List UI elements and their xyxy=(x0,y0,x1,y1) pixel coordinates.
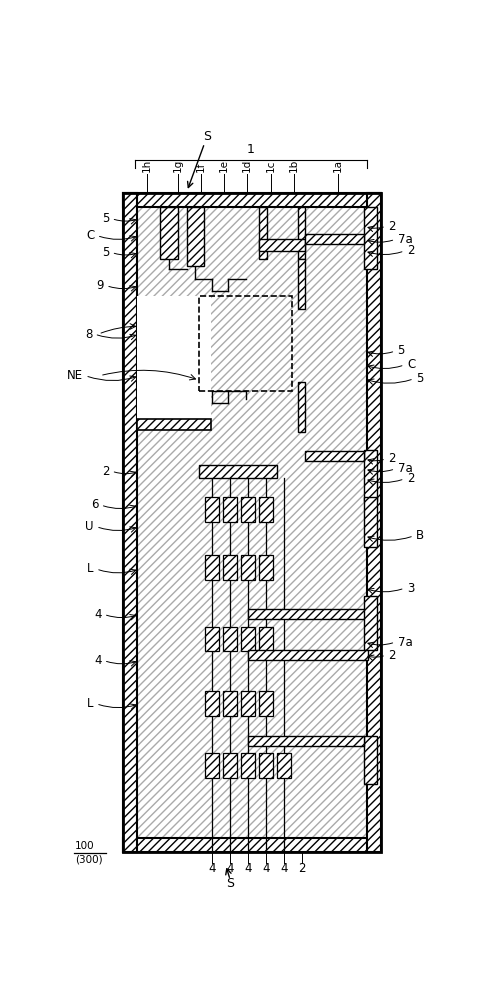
Bar xyxy=(259,207,267,259)
Text: 2: 2 xyxy=(388,649,396,662)
Bar xyxy=(241,753,255,778)
Bar xyxy=(241,627,255,651)
Text: 2: 2 xyxy=(407,472,415,485)
Text: 2: 2 xyxy=(388,220,396,233)
Text: U: U xyxy=(85,520,94,533)
Bar xyxy=(123,193,381,207)
Bar xyxy=(364,596,377,650)
Bar xyxy=(123,193,381,852)
Text: 1b: 1b xyxy=(289,159,299,172)
Bar xyxy=(248,736,364,746)
Text: 3: 3 xyxy=(407,582,414,595)
Bar xyxy=(137,419,211,430)
Bar xyxy=(205,627,220,651)
Bar xyxy=(199,465,277,478)
Text: 1: 1 xyxy=(246,143,254,156)
Bar xyxy=(123,193,137,852)
Bar xyxy=(123,838,381,852)
Bar xyxy=(199,296,292,391)
Text: NE: NE xyxy=(67,369,83,382)
Text: C: C xyxy=(86,229,95,242)
Bar xyxy=(364,450,377,501)
Text: B: B xyxy=(416,529,424,542)
Bar xyxy=(259,627,273,651)
Bar xyxy=(259,691,273,716)
Bar xyxy=(241,555,255,580)
Text: L: L xyxy=(87,562,94,575)
Bar xyxy=(259,497,273,522)
Bar xyxy=(241,497,255,522)
Bar xyxy=(248,650,368,660)
Bar xyxy=(297,382,305,432)
Bar xyxy=(364,736,377,784)
Bar xyxy=(205,691,220,716)
Bar xyxy=(297,259,305,309)
Text: 2: 2 xyxy=(388,452,396,465)
Text: 1a: 1a xyxy=(333,159,343,172)
Text: S: S xyxy=(226,877,234,890)
Text: 5: 5 xyxy=(102,212,109,225)
Text: 5: 5 xyxy=(397,344,405,358)
Bar xyxy=(364,497,377,547)
Text: 6: 6 xyxy=(91,498,98,512)
Text: 4: 4 xyxy=(245,862,252,875)
Bar xyxy=(364,207,377,269)
Text: 5: 5 xyxy=(416,372,423,385)
Text: 5: 5 xyxy=(102,246,109,259)
Bar xyxy=(305,234,364,244)
Bar xyxy=(223,627,237,651)
Text: (300): (300) xyxy=(75,854,103,864)
Text: 9: 9 xyxy=(97,279,104,292)
Bar xyxy=(205,753,220,778)
Bar xyxy=(205,497,220,522)
Text: 100: 100 xyxy=(75,841,95,851)
Text: 4: 4 xyxy=(94,654,101,667)
Text: 4: 4 xyxy=(262,862,270,875)
Bar xyxy=(259,239,305,251)
Bar xyxy=(137,207,367,838)
Bar xyxy=(367,193,381,852)
Bar xyxy=(259,555,273,580)
Text: C: C xyxy=(407,358,415,371)
Text: 1e: 1e xyxy=(219,159,229,172)
Bar xyxy=(205,555,220,580)
Text: 1g: 1g xyxy=(172,159,182,172)
Bar xyxy=(223,753,237,778)
Text: 7a: 7a xyxy=(397,462,413,475)
Text: 4: 4 xyxy=(209,862,216,875)
Text: 1c: 1c xyxy=(266,160,275,172)
Text: 1h: 1h xyxy=(142,159,151,172)
Bar xyxy=(259,753,273,778)
Text: 2: 2 xyxy=(102,465,109,478)
Text: 4: 4 xyxy=(280,862,288,875)
Bar xyxy=(223,691,237,716)
Bar xyxy=(241,691,255,716)
Text: S: S xyxy=(203,130,211,143)
Text: 8: 8 xyxy=(85,328,92,341)
Bar xyxy=(277,753,291,778)
Bar xyxy=(187,207,204,266)
Bar xyxy=(223,555,237,580)
Text: 7a: 7a xyxy=(397,233,413,246)
Text: L: L xyxy=(87,697,94,710)
Bar xyxy=(305,451,364,461)
Text: 1d: 1d xyxy=(242,159,252,172)
Text: 2: 2 xyxy=(298,862,305,875)
Text: 7a: 7a xyxy=(397,636,413,649)
Bar xyxy=(248,609,368,619)
Text: 2: 2 xyxy=(407,244,415,257)
Text: 1f: 1f xyxy=(196,162,206,172)
Bar xyxy=(223,497,237,522)
Text: 4: 4 xyxy=(94,608,101,621)
Bar xyxy=(297,207,305,259)
Text: 4: 4 xyxy=(226,862,234,875)
Bar xyxy=(160,207,177,259)
Bar xyxy=(137,296,211,419)
